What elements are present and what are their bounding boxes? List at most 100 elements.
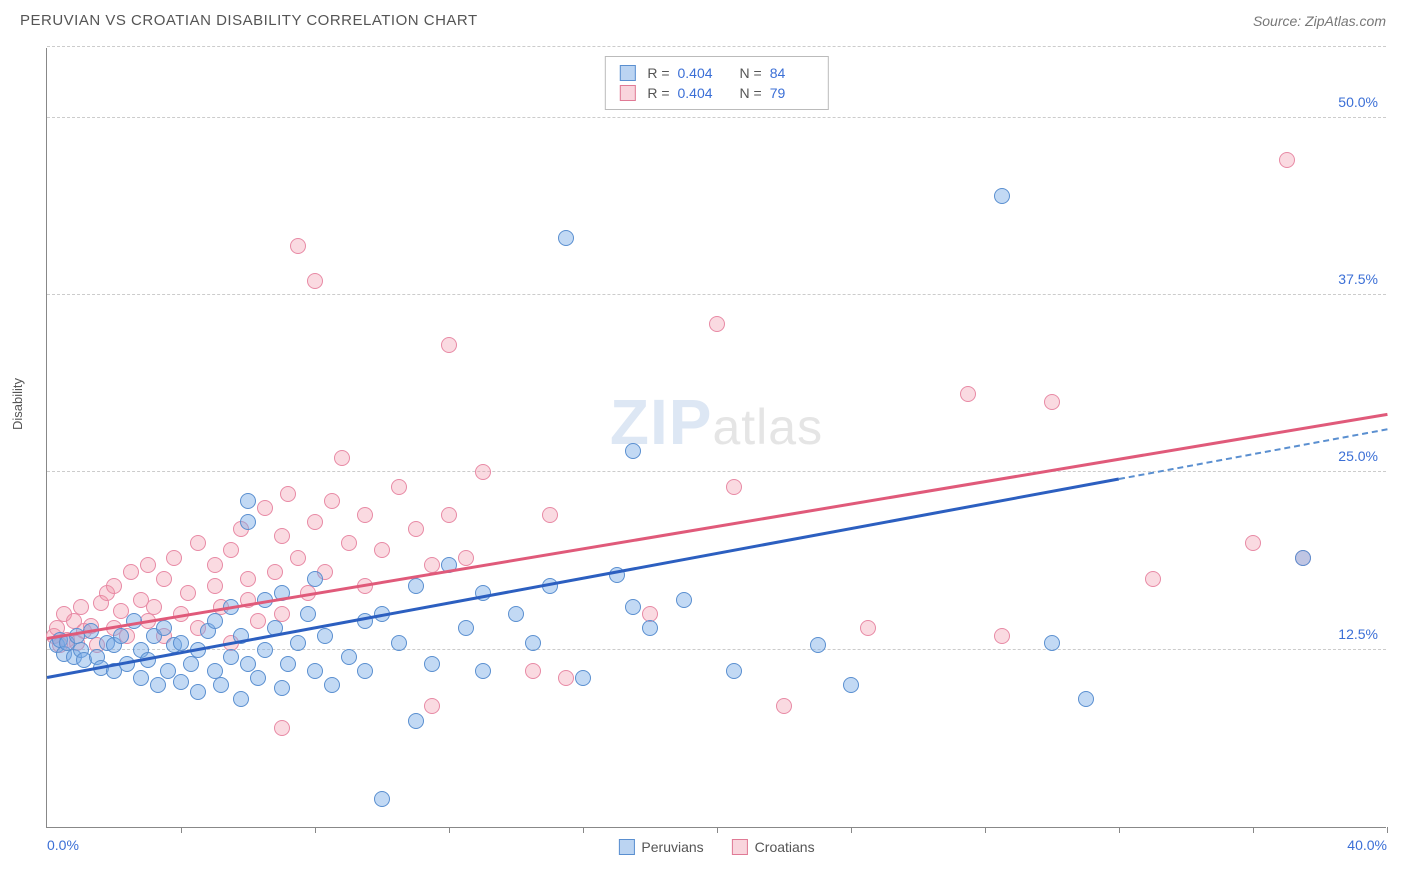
x-tick-label: 40.0% xyxy=(1347,837,1387,853)
gridline xyxy=(47,649,1386,650)
data-point xyxy=(146,599,162,615)
data-point xyxy=(776,698,792,714)
data-point xyxy=(213,677,229,693)
gridline xyxy=(47,294,1386,295)
data-point xyxy=(542,507,558,523)
data-point xyxy=(408,521,424,537)
data-point xyxy=(166,550,182,566)
data-point xyxy=(250,670,266,686)
data-point xyxy=(324,493,340,509)
data-point xyxy=(1145,571,1161,587)
x-tick xyxy=(1253,827,1254,833)
data-point xyxy=(357,663,373,679)
data-point xyxy=(508,606,524,622)
data-point xyxy=(160,663,176,679)
data-point xyxy=(240,493,256,509)
swatch-pink xyxy=(732,839,748,855)
data-point xyxy=(625,599,641,615)
y-axis-label: Disability xyxy=(10,378,25,430)
data-point xyxy=(1245,535,1261,551)
data-point xyxy=(207,557,223,573)
data-point xyxy=(525,663,541,679)
data-point xyxy=(810,637,826,653)
data-point xyxy=(441,507,457,523)
data-point xyxy=(207,613,223,629)
data-point xyxy=(300,606,316,622)
data-point xyxy=(280,656,296,672)
data-point xyxy=(843,677,859,693)
data-point xyxy=(267,564,283,580)
data-point xyxy=(140,557,156,573)
y-tick-label: 50.0% xyxy=(1338,94,1378,110)
data-point xyxy=(274,680,290,696)
y-tick-label: 37.5% xyxy=(1338,271,1378,287)
data-point xyxy=(994,188,1010,204)
data-point xyxy=(73,599,89,615)
correlation-legend: R =0.404 N =84 R =0.404 N =79 xyxy=(604,56,828,110)
data-point xyxy=(123,564,139,580)
data-point xyxy=(1295,550,1311,566)
data-point xyxy=(441,337,457,353)
data-point xyxy=(709,316,725,332)
data-point xyxy=(223,542,239,558)
data-point xyxy=(240,656,256,672)
data-point xyxy=(1078,691,1094,707)
data-point xyxy=(150,677,166,693)
data-point xyxy=(307,571,323,587)
scatter-chart: ZIPatlas R =0.404 N =84 R =0.404 N =79 P… xyxy=(46,48,1386,828)
data-point xyxy=(1279,152,1295,168)
data-point xyxy=(1044,635,1060,651)
data-point xyxy=(240,514,256,530)
data-point xyxy=(257,642,273,658)
data-point xyxy=(726,663,742,679)
data-point xyxy=(475,464,491,480)
data-point xyxy=(575,670,591,686)
data-point xyxy=(180,585,196,601)
data-point xyxy=(558,670,574,686)
data-point xyxy=(458,550,474,566)
x-tick xyxy=(851,827,852,833)
x-tick xyxy=(1119,827,1120,833)
data-point xyxy=(106,578,122,594)
data-point xyxy=(525,635,541,651)
data-point xyxy=(334,450,350,466)
data-point xyxy=(374,791,390,807)
data-point xyxy=(257,500,273,516)
x-tick-label: 0.0% xyxy=(47,837,79,853)
data-point xyxy=(133,670,149,686)
data-point xyxy=(274,720,290,736)
legend-row-croatians: R =0.404 N =79 xyxy=(619,83,813,103)
data-point xyxy=(391,635,407,651)
data-point xyxy=(156,620,172,636)
data-point xyxy=(250,613,266,629)
data-point xyxy=(860,620,876,636)
x-tick xyxy=(181,827,182,833)
gridline xyxy=(47,46,1386,47)
data-point xyxy=(307,273,323,289)
data-point xyxy=(994,628,1010,644)
data-point xyxy=(307,514,323,530)
data-point xyxy=(290,550,306,566)
data-point xyxy=(1044,394,1060,410)
data-point xyxy=(183,656,199,672)
y-tick-label: 12.5% xyxy=(1338,626,1378,642)
data-point xyxy=(207,578,223,594)
data-point xyxy=(307,663,323,679)
data-point xyxy=(190,684,206,700)
data-point xyxy=(233,691,249,707)
data-point xyxy=(642,620,658,636)
y-tick-label: 25.0% xyxy=(1338,448,1378,464)
data-point xyxy=(173,635,189,651)
watermark: ZIPatlas xyxy=(610,385,823,459)
data-point xyxy=(223,649,239,665)
data-point xyxy=(960,386,976,402)
data-point xyxy=(424,557,440,573)
data-point xyxy=(290,238,306,254)
data-point xyxy=(374,542,390,558)
data-point xyxy=(475,663,491,679)
data-point xyxy=(726,479,742,495)
data-point xyxy=(341,649,357,665)
data-point xyxy=(274,528,290,544)
data-point xyxy=(424,698,440,714)
x-tick xyxy=(583,827,584,833)
